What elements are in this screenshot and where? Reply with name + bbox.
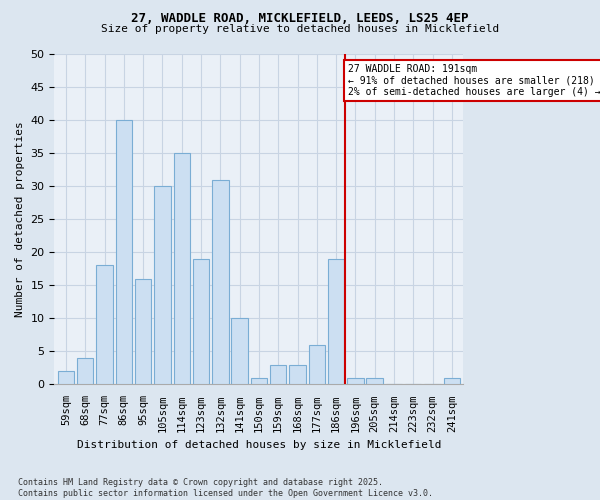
Y-axis label: Number of detached properties: Number of detached properties	[15, 122, 25, 317]
Bar	[443, 378, 460, 384]
X-axis label: Distribution of detached houses by size in Micklefield: Distribution of detached houses by size …	[77, 440, 441, 450]
Bar	[232, 318, 248, 384]
Bar	[97, 266, 113, 384]
Bar	[289, 364, 306, 384]
Text: 27, WADDLE ROAD, MICKLEFIELD, LEEDS, LS25 4EP: 27, WADDLE ROAD, MICKLEFIELD, LEEDS, LS2…	[131, 12, 469, 26]
Bar	[135, 278, 151, 384]
Bar	[328, 259, 344, 384]
Bar	[58, 371, 74, 384]
Bar	[116, 120, 132, 384]
Bar	[347, 378, 364, 384]
Text: 27 WADDLE ROAD: 191sqm
← 91% of detached houses are smaller (218)
2% of semi-det: 27 WADDLE ROAD: 191sqm ← 91% of detached…	[348, 64, 600, 97]
Text: Contains HM Land Registry data © Crown copyright and database right 2025.
Contai: Contains HM Land Registry data © Crown c…	[18, 478, 433, 498]
Bar	[251, 378, 267, 384]
Bar	[154, 186, 170, 384]
Bar	[308, 345, 325, 385]
Bar	[212, 180, 229, 384]
Bar	[270, 364, 286, 384]
Text: Size of property relative to detached houses in Micklefield: Size of property relative to detached ho…	[101, 24, 499, 34]
Bar	[367, 378, 383, 384]
Bar	[193, 259, 209, 384]
Bar	[173, 153, 190, 384]
Bar	[77, 358, 94, 384]
